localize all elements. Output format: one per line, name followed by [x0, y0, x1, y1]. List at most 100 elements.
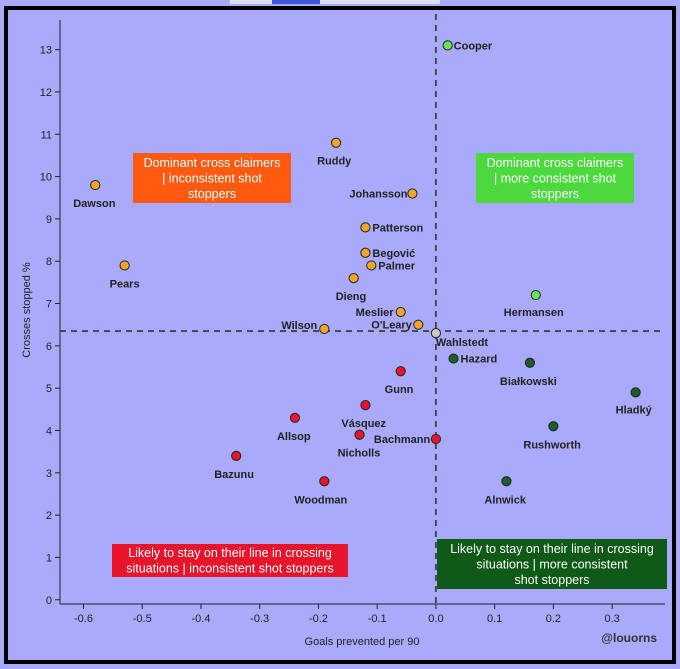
point-label: Wahlstedt [436, 337, 488, 349]
quadrant-label-line: situations | inconsistent shot stoppers [126, 562, 334, 576]
data-point [430, 433, 442, 445]
y-axis-label: Crosses stopped % [21, 262, 33, 358]
quadrant-box-bottom-right [437, 539, 667, 589]
data-point [319, 476, 330, 487]
data-points: Cooper Hermansen Ruddy Dawson Johansson Patte… [73, 40, 653, 506]
quadrant-label-line: Likely to stay on their line in crossing [128, 546, 332, 560]
point-label: Ruddy [317, 156, 352, 168]
y-tick-label: 5 [46, 383, 52, 395]
quadrant-label-line: | more consistent shot [494, 171, 617, 185]
point-label: Dieng [336, 291, 367, 303]
quadrant-label-line: shot stoppers [514, 573, 589, 587]
point-label: Nicholls [338, 448, 381, 460]
point-label: Gunn [385, 384, 414, 396]
point-label: Patterson [372, 222, 423, 234]
data-point [448, 353, 459, 364]
y-tick-label: 11 [41, 129, 52, 141]
point-label: Begović [372, 248, 415, 260]
data-point [524, 357, 536, 368]
credit-text: @louorns [601, 631, 657, 645]
top-tab-active [272, 0, 320, 4]
data-point [330, 137, 342, 148]
y-tick-label: 1 [46, 552, 52, 564]
data-point [407, 188, 418, 199]
data-point [395, 366, 406, 377]
quadrant-labels: Dominant cross claimers| inconsistent sh… [112, 153, 667, 589]
point-label: Palmer [378, 260, 415, 272]
point-label: Alnwick [484, 494, 526, 506]
x-tick-label: -0.6 [74, 613, 93, 625]
data-point [348, 273, 359, 284]
y-tick-label: 2 [46, 510, 52, 522]
average-lines [60, 14, 665, 604]
quadrant-box-top-left [133, 153, 291, 203]
top-tab-strip [230, 0, 440, 4]
data-point [360, 222, 371, 233]
y-tick-label: 8 [46, 256, 52, 268]
quadrant-label-line: stoppers [188, 187, 236, 201]
quadrant-label-line: stoppers [531, 187, 579, 201]
y-tick-label: 4 [46, 425, 52, 437]
x-tick-label: -0.1 [368, 613, 387, 625]
x-tick-label: 0.2 [546, 613, 561, 625]
y-tick-label: 9 [46, 214, 52, 226]
point-label: Białkowski [500, 376, 557, 388]
point-label: Bachmann [374, 434, 431, 446]
data-point [548, 421, 559, 432]
y-tick-label: 10 [40, 172, 52, 184]
quadrant-label-line: situations | more consistent [476, 557, 628, 571]
quadrant-box-bottom-left [112, 544, 348, 577]
data-point [442, 40, 453, 51]
x-tick-label: -0.2 [309, 613, 328, 625]
y-tick-label: 13 [40, 45, 52, 57]
quadrant-label-line: Dominant cross claimers [144, 156, 281, 170]
x-tick-label: 0.3 [604, 613, 619, 625]
data-point [413, 319, 424, 330]
data-point [360, 247, 371, 258]
point-label: Johansson [349, 189, 407, 201]
quadrant-label-line: Likely to stay on their line in crossing [450, 542, 654, 556]
x-tick-label: -0.3 [250, 613, 269, 625]
y-tick-label: 6 [46, 341, 52, 353]
point-label: O'Leary [371, 320, 412, 332]
point-label: Dawson [73, 198, 115, 210]
y-tick-label: 0 [46, 595, 52, 607]
data-point [90, 179, 101, 191]
point-label: Vásquez [341, 418, 386, 430]
x-tick-label: -0.4 [191, 613, 210, 625]
data-point [501, 476, 512, 487]
data-point [354, 429, 365, 440]
x-axis-label: Goals prevented per 90 [305, 636, 420, 648]
data-point [366, 260, 377, 271]
y-tick-label: 12 [40, 87, 52, 99]
point-label: Rushworth [523, 439, 581, 451]
quadrant-box-top-right [476, 153, 634, 203]
data-point [395, 306, 406, 318]
point-label: Meslier [356, 307, 395, 319]
quadrant-label-line: | inconsistent shot [162, 171, 262, 185]
quadrant-label-line: Dominant cross claimers [487, 156, 624, 170]
point-label: Bazunu [214, 469, 254, 481]
data-point [630, 387, 641, 398]
y-tick-label: 7 [46, 299, 52, 311]
point-label: Pears [110, 278, 140, 290]
x-tick-label: 0.1 [487, 613, 502, 625]
data-point [119, 260, 130, 271]
data-point [231, 450, 242, 461]
point-label: Cooper [454, 40, 493, 52]
data-point [530, 289, 541, 301]
point-label: Wilson [281, 320, 317, 332]
point-label: Hladký [616, 404, 653, 416]
data-point [289, 412, 301, 423]
data-point [360, 400, 371, 411]
point-label: Hermansen [504, 307, 564, 319]
data-point [430, 328, 442, 339]
data-point [319, 323, 330, 335]
point-label: Hazard [461, 354, 498, 366]
point-label: Allsop [277, 431, 311, 443]
x-tick-label: -0.5 [133, 613, 152, 625]
axes: -0.6 -0.5 -0.4 -0.3 -0.2 -0.1 0.0 0.1 0.2 0.30123… [40, 20, 665, 625]
y-tick-label: 3 [46, 468, 52, 480]
x-tick-label: 0.0 [428, 613, 443, 625]
